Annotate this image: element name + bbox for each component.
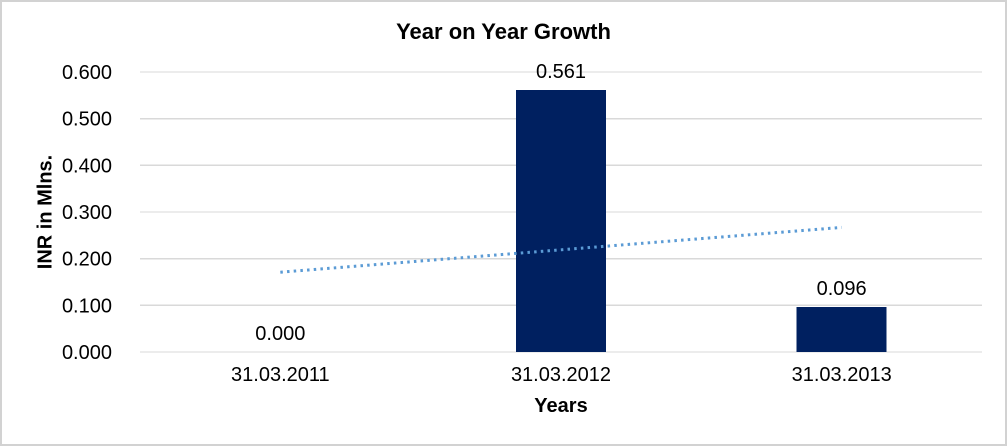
- x-category-label: 31.03.2013: [792, 364, 892, 386]
- y-tick-label: 0.000: [62, 342, 112, 364]
- x-axis-title: Years: [534, 395, 588, 417]
- y-tick-label: 0.600: [62, 62, 112, 84]
- y-tick-label: 0.200: [62, 249, 112, 271]
- bar-data-label: 0.096: [817, 278, 867, 300]
- bar-data-label: 0.000: [255, 323, 305, 345]
- y-tick-label: 0.100: [62, 295, 112, 317]
- y-tick-label: 0.400: [62, 155, 112, 177]
- y-tick-label: 0.500: [62, 109, 112, 131]
- trendline: [280, 225, 842, 274]
- bar: [796, 307, 887, 352]
- x-category-label: 31.03.2011: [231, 364, 330, 386]
- x-category-label: 31.03.2012: [511, 364, 611, 386]
- y-tick-label: 0.300: [62, 202, 112, 224]
- bar-data-label: 0.561: [536, 61, 586, 83]
- chart-title: Year on Year Growth: [396, 19, 611, 44]
- bar: [516, 90, 606, 352]
